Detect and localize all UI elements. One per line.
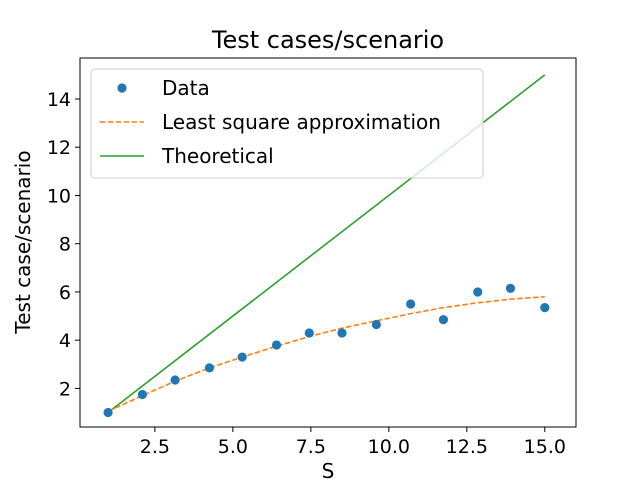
y-tick-label: 2 — [59, 378, 71, 400]
legend-label: Theoretical — [161, 144, 274, 168]
chart-title: Test cases/scenario — [211, 26, 444, 54]
legend-items: Data Least square approximation Theoretica… — [100, 76, 441, 168]
data-point — [137, 389, 147, 400]
data-point — [170, 375, 180, 385]
x-tick-label: 12.5 — [446, 436, 488, 458]
legend-frame — [90, 68, 484, 179]
least-square-fit-line — [107, 295, 545, 413]
data-point — [204, 363, 215, 373]
y-tick-label: 8 — [59, 234, 71, 256]
data-point — [473, 287, 483, 297]
y-tick-label: 14 — [47, 89, 71, 111]
y-axis-label: Test case/scenario — [11, 150, 35, 334]
data-point — [406, 299, 416, 309]
legend-marker-data — [117, 83, 127, 93]
data-point — [237, 352, 247, 362]
x-axis-label: S — [322, 459, 335, 480]
y-tick-label: 4 — [59, 330, 71, 352]
y-tick-label: 6 — [59, 282, 71, 304]
y-tick-label: 10 — [47, 185, 71, 207]
data-point — [271, 340, 282, 350]
x-tick-label: 2.5 — [140, 436, 170, 458]
y-axis-ticks: 2 4 6 8 10 12 14 — [47, 89, 80, 400]
x-tick-label: 10.0 — [368, 436, 410, 458]
legend-label: Least square approximation — [162, 110, 441, 134]
data-point — [438, 315, 449, 325]
x-axis-ticks: 2.5 5.0 7.5 10.0 12.5 15.0 — [140, 427, 566, 458]
x-tick-label: 7.5 — [296, 436, 326, 458]
legend: Data Least square approximation Theoretica… — [90, 68, 484, 179]
legend-label: Data — [162, 76, 210, 100]
data-point — [103, 407, 113, 418]
data-point — [371, 319, 381, 330]
y-tick-label: 12 — [47, 137, 71, 159]
data-point — [304, 328, 314, 338]
data-point — [505, 283, 516, 293]
x-tick-label: 5.0 — [218, 436, 248, 458]
data-point — [540, 303, 550, 313]
x-tick-label: 15.0 — [524, 436, 566, 458]
data-point — [337, 328, 347, 338]
